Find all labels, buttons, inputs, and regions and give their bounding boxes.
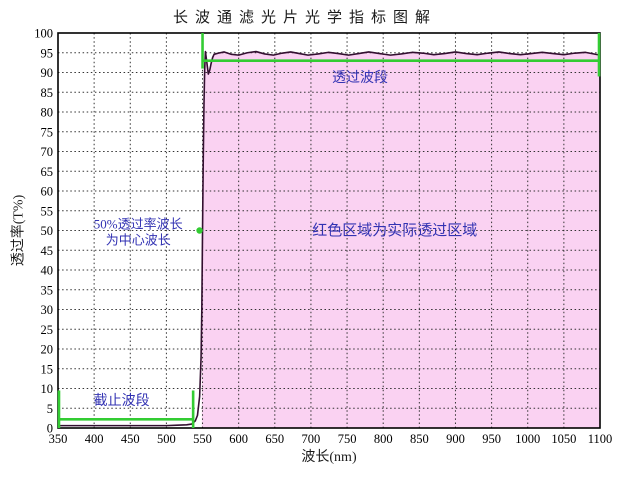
x-tick-label: 850: [410, 432, 429, 446]
center-wavelength-label: 50%透过率波长: [94, 216, 183, 231]
x-tick-label: 1000: [515, 432, 540, 446]
y-tick-label: 10: [41, 382, 54, 396]
spec-lines: [57, 33, 601, 428]
y-tick-label: 25: [41, 323, 54, 337]
transmittance-curve: [58, 50, 601, 427]
x-tick-label: 400: [85, 432, 104, 446]
x-tick-label: 900: [446, 432, 465, 446]
center-wavelength-dot: [196, 227, 203, 234]
passband-label: 透过波段: [332, 70, 388, 86]
y-tick-label: 90: [41, 66, 54, 80]
x-tick-label: 350: [49, 432, 68, 446]
y-tick-label: 100: [34, 27, 53, 41]
y-tick-label: 70: [41, 145, 54, 159]
x-tick-label: 650: [265, 432, 284, 446]
center-wavelength-label: 为中心波长: [106, 232, 171, 247]
y-tick-label: 35: [41, 283, 54, 297]
gridlines: [58, 33, 600, 428]
x-tick-labels: 350 400 450 500 550 600 650 700 750 800 850 900 950 1…: [49, 432, 613, 446]
chart-title: 长波通滤光片光学指标图解: [172, 10, 437, 26]
y-tick-label: 5: [47, 402, 53, 416]
y-tick-label: 95: [41, 46, 54, 60]
x-axis-title: 波长(nm): [301, 450, 357, 465]
y-tick-label: 55: [41, 204, 54, 218]
x-tick-label: 450: [121, 432, 140, 446]
y-tick-label: 80: [41, 106, 54, 120]
x-tick-label: 800: [374, 432, 393, 446]
plot-frame: [57, 32, 601, 429]
x-tick-label: 500: [157, 432, 176, 446]
y-tick-label: 65: [41, 165, 54, 179]
x-tick-label: 750: [338, 432, 357, 446]
x-tick-label: 600: [229, 432, 248, 446]
y-tick-label: 50: [41, 224, 54, 238]
x-tick-label: 700: [302, 432, 321, 446]
x-tick-label: 1100: [588, 432, 613, 446]
y-tick-label: 75: [41, 125, 54, 139]
y-tick-label: 0: [47, 422, 53, 436]
y-tick-labels: 0 5 10 15 20 25 30 35 40 45 50 55 60 65 70 75 80 85 90 95 10…: [34, 27, 53, 436]
y-tick-label: 40: [41, 264, 54, 278]
y-tick-label: 45: [41, 244, 54, 258]
passband-fill-region: [201, 51, 600, 428]
y-tick-label: 20: [41, 343, 54, 357]
y-tick-label: 85: [41, 86, 54, 100]
fill-region-label: 红色区域为实际透过区域: [312, 222, 477, 239]
y-tick-label: 15: [41, 362, 54, 376]
x-tick-label: 550: [193, 432, 212, 446]
cutoff-label: 截止波段: [94, 393, 150, 409]
y-tick-label: 60: [41, 185, 54, 199]
x-tick-label: 950: [482, 432, 501, 446]
y-tick-label: 30: [41, 303, 54, 317]
x-tick-label: 1050: [551, 432, 576, 446]
